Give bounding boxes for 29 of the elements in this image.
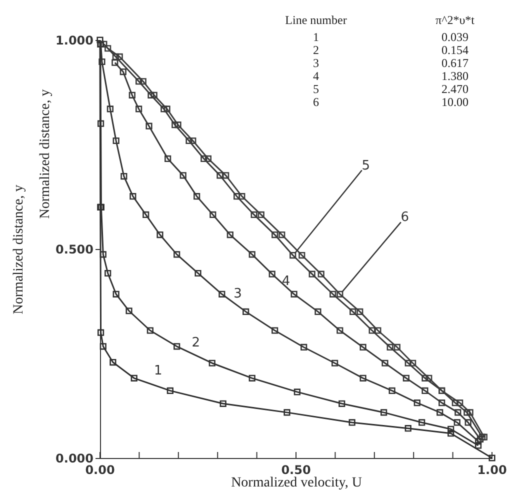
annotation: 0.039 (442, 30, 468, 44)
annotation: 4 (313, 69, 319, 83)
series-label: 1 (154, 364, 162, 379)
text: 5 (362, 158, 370, 174)
series-label: 3 (234, 286, 242, 302)
annotation: 5 (313, 82, 319, 96)
annotation: 1 (313, 30, 319, 44)
y-axis-title: Normalized distance, y (12, 184, 27, 314)
series-label: 4 (282, 274, 290, 290)
text: π^2*υ*t (436, 13, 476, 27)
annotation: 0.617 (442, 56, 468, 70)
y-tick-label: 0.500 (56, 242, 94, 256)
annotation: 2 (313, 43, 319, 57)
x-tick-label: 0.00 (85, 463, 115, 477)
x-tick-label: 0.50 (281, 463, 311, 477)
annotation: 2.470 (442, 82, 468, 96)
series-label: 2 (192, 335, 200, 350)
y-tick-label: 1.000 (56, 34, 94, 48)
text: 6 (400, 210, 410, 226)
annotation: 1.380 (442, 69, 468, 83)
text: Line number (285, 13, 347, 27)
annotation: 0.154 (442, 43, 468, 57)
text: Normalized distance, y (38, 89, 53, 219)
annotation: 10.00 (442, 95, 468, 109)
x-tick-label: 1.00 (477, 463, 507, 477)
annotation: 6 (313, 95, 319, 109)
annotation: 3 (313, 56, 319, 70)
y-tick-label: 0.000 (56, 452, 94, 466)
x-axis-title: Normalized velocity, U (231, 476, 362, 490)
